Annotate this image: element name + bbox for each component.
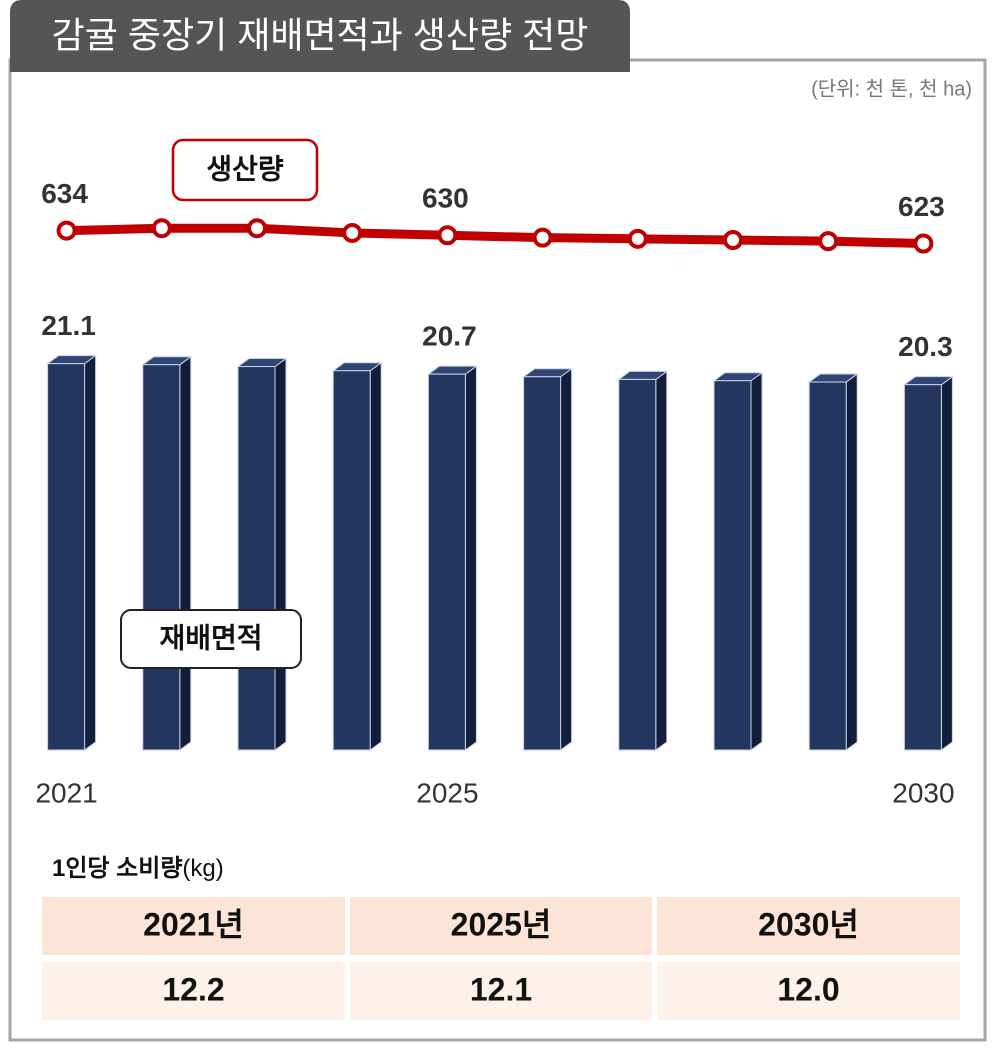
line-point — [437, 225, 458, 246]
table-header-cell — [657, 897, 960, 955]
bar — [713, 380, 752, 751]
chart-title: 감귤 중장기 재배면적과 생산량 전망 — [52, 15, 589, 56]
bar-side — [750, 371, 763, 751]
bar — [427, 373, 466, 751]
table-header: 2021년 — [143, 906, 244, 942]
legend-box — [120, 609, 302, 669]
bar — [237, 366, 276, 751]
table-header: 2030년 — [758, 906, 859, 942]
bar-side — [369, 361, 382, 751]
line-point — [247, 218, 267, 239]
bar-side — [464, 365, 477, 751]
bar-value-label: 21.1 — [41, 310, 96, 341]
line-value-label: 630 — [422, 183, 469, 214]
bar — [142, 364, 181, 751]
bar-side — [845, 373, 858, 751]
legend-label: 생산량 — [206, 153, 284, 184]
unit-note: (단위: 천 톤, 천 ha) — [811, 77, 972, 100]
table-title-text: 1인당 소비량 — [52, 855, 182, 882]
bar-side — [84, 354, 97, 751]
table-cell — [42, 962, 345, 1020]
line-value-label: 634 — [41, 178, 88, 209]
legend-label: 재배면적 — [159, 622, 262, 653]
x-tick-label: 2030 — [892, 777, 954, 808]
line-value-label: 623 — [898, 191, 945, 222]
x-tick-label: 2025 — [416, 777, 478, 808]
x-tick-label: 2021 — [35, 777, 97, 808]
bar-side — [274, 357, 287, 751]
legend-box — [171, 138, 319, 202]
bar-side — [655, 370, 668, 751]
table-header-cell — [350, 897, 652, 955]
bar — [808, 381, 847, 751]
table-value: 12.0 — [777, 971, 839, 1007]
line-point — [627, 228, 648, 249]
bar-side — [560, 367, 573, 751]
table-unit: (kg) — [182, 855, 223, 882]
bar-side — [940, 375, 953, 751]
line-point — [913, 233, 934, 254]
line-point — [723, 230, 743, 250]
table-header: 2025년 — [451, 906, 552, 942]
table-header-cell — [42, 897, 345, 955]
table-cell — [657, 962, 960, 1020]
line-point — [818, 231, 839, 252]
bar-value-label: 20.3 — [898, 331, 953, 362]
line-point — [532, 227, 553, 248]
line — [66, 223, 924, 249]
bar — [523, 376, 562, 751]
bar-value-label: 20.7 — [422, 321, 477, 352]
line-point — [342, 222, 363, 243]
bar — [332, 370, 371, 751]
table-title: 1인당 소비량(kg) — [52, 855, 224, 882]
line-point — [151, 218, 172, 239]
table-value: 12.2 — [162, 971, 224, 1007]
line-point — [56, 220, 77, 241]
table-cell — [350, 962, 652, 1020]
title-tab — [10, 0, 630, 72]
bar-side — [179, 355, 192, 751]
bar — [618, 378, 657, 751]
bar — [903, 384, 942, 751]
table-value: 12.1 — [470, 971, 532, 1007]
bar — [47, 363, 86, 751]
